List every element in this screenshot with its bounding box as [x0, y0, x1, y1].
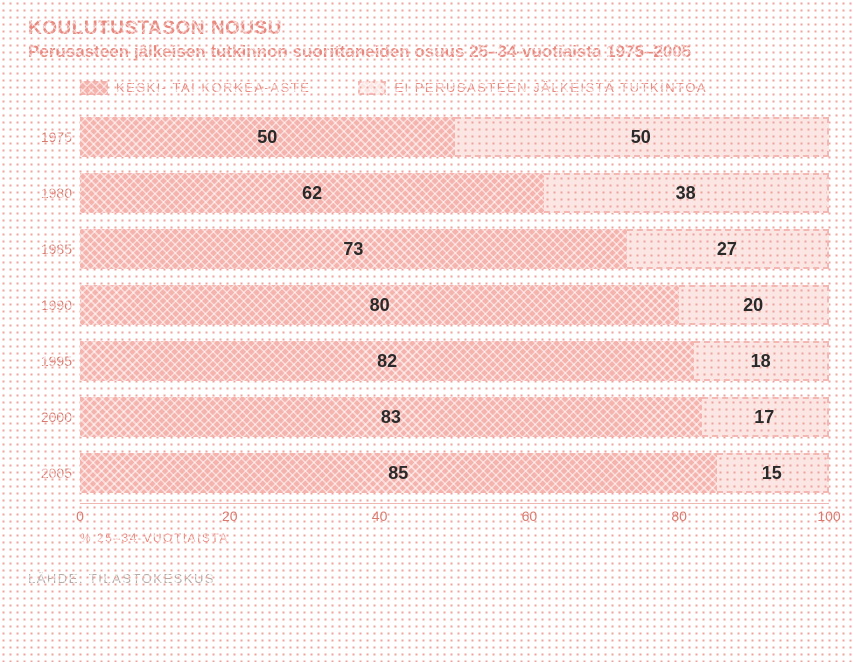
legend-label-secondary: EI PERUSASTEEN JÄLKEISTÄ TUTKINTOA: [394, 80, 707, 95]
chart-title: KOULUTUSTASON NOUSU: [28, 18, 829, 40]
bar-value-primary: 62: [302, 183, 322, 204]
chart-subtitle: Perusasteen jälkeisen tutkinnon suoritta…: [28, 42, 829, 62]
bar-segment-secondary: 18: [694, 341, 829, 381]
bar-value-primary: 73: [343, 239, 363, 260]
bar-wrap: 62 38: [80, 173, 829, 213]
x-axis-tick: 20: [222, 508, 238, 524]
x-axis-tick: 60: [522, 508, 538, 524]
y-axis-labels: 1975198019851990199520002005: [28, 109, 80, 501]
bar-wrap: 80 20: [80, 285, 829, 325]
legend-swatch-primary: [80, 81, 108, 95]
bar-wrap: 85 15: [80, 453, 829, 493]
bar-value-primary: 82: [377, 351, 397, 372]
legend-item-secondary: EI PERUSASTEEN JÄLKEISTÄ TUTKINTOA: [358, 80, 707, 95]
bar-segment-primary: 85: [80, 453, 717, 493]
y-axis-category: 1975: [28, 109, 72, 165]
y-axis-category: 1980: [28, 165, 72, 221]
chart-area: 1975198019851990199520002005 50 50 62 38 73 2…: [28, 109, 829, 501]
bar-segment-secondary: 27: [627, 229, 829, 269]
bar-value-secondary: 18: [751, 351, 771, 372]
bar-wrap: 82 18: [80, 341, 829, 381]
bar-value-secondary: 50: [631, 127, 651, 148]
bar-row: 73 27: [80, 221, 829, 277]
bar-segment-secondary: 17: [702, 397, 829, 437]
bar-value-secondary: 27: [717, 239, 737, 260]
bar-segment-secondary: 20: [679, 285, 829, 325]
bar-value-primary: 85: [388, 463, 408, 484]
bar-segment-secondary: 15: [717, 453, 829, 493]
y-axis-category: 2005: [28, 445, 72, 501]
legend-label-primary: KESKI- TAI KORKEA-ASTE: [116, 80, 310, 95]
bar-row: 80 20: [80, 277, 829, 333]
y-axis-category: 1990: [28, 277, 72, 333]
bar-row: 85 15: [80, 445, 829, 501]
bar-value-primary: 83: [381, 407, 401, 428]
bar-wrap: 83 17: [80, 397, 829, 437]
bar-wrap: 50 50: [80, 117, 829, 157]
bar-segment-secondary: 50: [455, 117, 830, 157]
y-axis-category: 1995: [28, 333, 72, 389]
x-axis-tick: 40: [372, 508, 388, 524]
source-line: LÄHDE: TILASTOKESKUS: [28, 571, 829, 586]
bar-segment-primary: 82: [80, 341, 694, 381]
bar-segment-primary: 83: [80, 397, 702, 437]
legend-swatch-secondary: [358, 81, 386, 95]
bar-value-secondary: 17: [754, 407, 774, 428]
bar-row: 83 17: [80, 389, 829, 445]
y-axis-category: 1985: [28, 221, 72, 277]
bar-wrap: 73 27: [80, 229, 829, 269]
bar-value-secondary: 15: [762, 463, 782, 484]
x-axis: 020406080100: [80, 503, 829, 527]
x-axis-tick: 0: [76, 508, 84, 524]
x-axis-tick: 80: [671, 508, 687, 524]
bar-value-secondary: 20: [743, 295, 763, 316]
bar-segment-primary: 73: [80, 229, 627, 269]
legend-item-primary: KESKI- TAI KORKEA-ASTE: [80, 80, 310, 95]
x-axis-label: % 25–34-VUOTIAISTA: [80, 531, 829, 545]
chart-rows: 50 50 62 38 73 27 80 20 82 18 83 17 85 15: [80, 109, 829, 501]
x-axis-tick: 100: [817, 508, 840, 524]
bar-value-primary: 50: [257, 127, 277, 148]
legend: KESKI- TAI KORKEA-ASTE EI PERUSASTEEN JÄ…: [80, 80, 829, 95]
y-axis-category: 2000: [28, 389, 72, 445]
bar-value-secondary: 38: [676, 183, 696, 204]
bar-segment-primary: 50: [80, 117, 455, 157]
bar-segment-secondary: 38: [544, 173, 829, 213]
bar-segment-primary: 62: [80, 173, 544, 213]
bar-row: 82 18: [80, 333, 829, 389]
bar-value-primary: 80: [370, 295, 390, 316]
bar-row: 50 50: [80, 109, 829, 165]
bar-segment-primary: 80: [80, 285, 679, 325]
bar-row: 62 38: [80, 165, 829, 221]
